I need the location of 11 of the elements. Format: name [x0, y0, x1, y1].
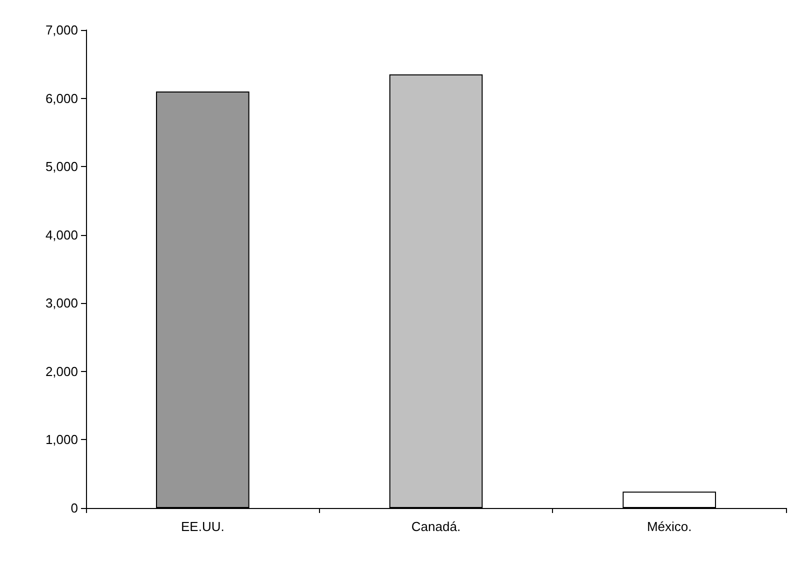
y-tick-label: 2,000	[45, 364, 78, 379]
y-tick-label: 4,000	[45, 227, 78, 242]
y-tick-label: 1,000	[45, 432, 78, 448]
y-tick-label: 0	[70, 500, 78, 516]
y-tick-label: 7,000	[45, 22, 78, 38]
y-tick-label: 3,000	[45, 296, 78, 311]
y-tick-label: 6,000	[45, 90, 78, 106]
x-tick-label: Canadá.	[411, 519, 461, 534]
x-tick-label: México.	[646, 519, 692, 534]
x-tick-label: EE.UU.	[180, 519, 224, 534]
y-tick-label: 5,000	[45, 159, 78, 174]
